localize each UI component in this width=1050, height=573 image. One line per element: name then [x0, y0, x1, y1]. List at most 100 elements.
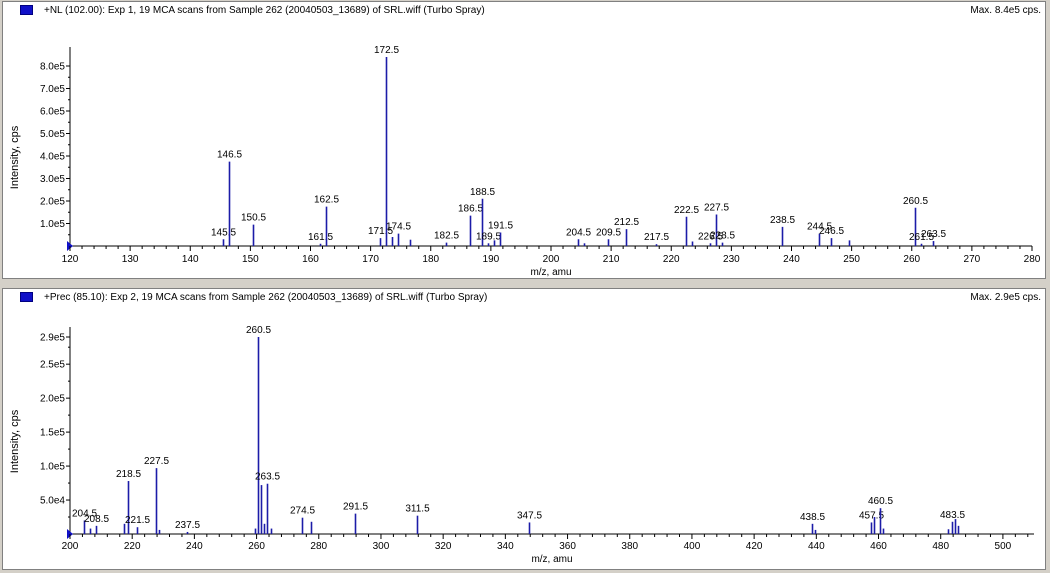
x-tick-label: 340: [497, 541, 514, 552]
x-tick-label: 240: [783, 254, 800, 265]
x-tick-label: 160: [302, 254, 319, 265]
peak-label: 218.5: [116, 469, 141, 480]
x-tick-label: 500: [995, 541, 1012, 552]
peak-label: 238.5: [770, 215, 795, 226]
x-tick-label: 130: [122, 254, 139, 265]
peak-label: 260.5: [903, 196, 928, 207]
mass-spectrum-chart[interactable]: 200 220 240 260 280 300 320 340 360 380 400 420 440 4…: [3, 289, 1045, 569]
x-tick-label: 400: [684, 541, 701, 552]
mass-spectrum-chart[interactable]: 120 130 140 150 160 170 180 190 200 210 220 230 240 2…: [3, 2, 1045, 278]
peak-label: 217.5: [644, 232, 669, 243]
x-tick-label: 220: [663, 254, 680, 265]
peak-label: 208.5: [84, 514, 109, 525]
y-tick-label: 8.0e5: [40, 62, 65, 73]
panel-title: +Prec (85.10): Exp 2, 19 MCA scans from …: [44, 292, 488, 303]
peak-label: 212.5: [614, 217, 639, 228]
x-tick-label: 260: [248, 541, 265, 552]
x-tick-label: 460: [870, 541, 887, 552]
x-tick-label: 150: [242, 254, 259, 265]
peak-label: 263.5: [255, 472, 280, 483]
peak-label: 171.5: [368, 226, 393, 237]
plot-marker-icon[interactable]: [20, 5, 33, 15]
x-tick-label: 230: [723, 254, 740, 265]
peak-label: 227.5: [704, 203, 729, 214]
peak-label: 221.5: [125, 515, 150, 526]
x-tick-label: 190: [483, 254, 500, 265]
peak-label: 209.5: [596, 227, 621, 238]
peak-label: 189.5: [476, 231, 501, 242]
x-tick-label: 240: [186, 541, 203, 552]
x-tick-label: 220: [124, 541, 141, 552]
x-tick-label: 280: [310, 541, 327, 552]
spectrum-panel-nl: +NL (102.00): Exp 1, 19 MCA scans from S…: [2, 1, 1046, 279]
plot-marker-icon[interactable]: [20, 292, 33, 302]
y-tick-label: 1.0e5: [40, 462, 65, 473]
panel-header: +Prec (85.10): Exp 2, 19 MCA scans from …: [3, 289, 1045, 307]
y-axis-title: Intensity, cps: [9, 125, 21, 189]
x-tick-label: 210: [603, 254, 620, 265]
y-tick-label: 4.0e5: [40, 152, 65, 163]
x-tick-label: 360: [559, 541, 576, 552]
y-axis-title: Intensity, cps: [9, 409, 21, 473]
peak-label: 438.5: [800, 512, 825, 523]
peak-label: 146.5: [217, 150, 242, 161]
y-tick-label: 5.0e4: [40, 496, 65, 507]
y-tick-label: 1.0e5: [40, 219, 65, 230]
max-intensity-label: Max. 2.9e5 cps.: [970, 292, 1041, 303]
x-tick-label: 380: [621, 541, 638, 552]
x-tick-label: 280: [1024, 254, 1041, 265]
peak-label: 186.5: [458, 204, 483, 215]
x-tick-label: 180: [422, 254, 439, 265]
y-tick-label: 2.9e5: [40, 333, 65, 344]
x-tick-label: 140: [182, 254, 199, 265]
peak-label: 222.5: [674, 205, 699, 216]
peak-label: 227.5: [144, 456, 169, 467]
peak-label: 161.5: [308, 232, 333, 243]
spectrum-panel-prec: +Prec (85.10): Exp 2, 19 MCA scans from …: [2, 288, 1046, 570]
x-tick-label: 170: [362, 254, 379, 265]
peak-label: 172.5: [374, 45, 399, 56]
x-tick-label: 200: [62, 541, 79, 552]
peak-label: 145.5: [211, 227, 236, 238]
peak-label: 174.5: [386, 222, 411, 233]
x-tick-label: 480: [932, 541, 949, 552]
x-tick-label: 440: [808, 541, 825, 552]
x-tick-label: 320: [435, 541, 452, 552]
peak-label: 483.5: [940, 510, 965, 521]
peak-label: 150.5: [241, 213, 266, 224]
peak-label: 191.5: [488, 221, 513, 232]
peak-label: 182.5: [434, 231, 459, 242]
peak-label: 228.5: [710, 231, 735, 242]
y-tick-label: 1.5e5: [40, 428, 65, 439]
peak-label: 261.5: [909, 232, 934, 243]
peak-label: 457.5: [859, 510, 884, 521]
y-tick-label: 3.0e5: [40, 174, 65, 185]
x-axis-title: m/z, amu: [530, 267, 571, 278]
x-axis-title: m/z, amu: [531, 554, 572, 565]
y-tick-label: 2.5e5: [40, 360, 65, 371]
peak-label: 188.5: [470, 187, 495, 198]
x-tick-label: 270: [964, 254, 981, 265]
x-tick-label: 420: [746, 541, 763, 552]
panel-title: +NL (102.00): Exp 1, 19 MCA scans from S…: [44, 5, 485, 16]
y-tick-label: 2.0e5: [40, 197, 65, 208]
peak-label: 237.5: [175, 520, 200, 531]
y-tick-label: 7.0e5: [40, 84, 65, 95]
peak-label: 260.5: [246, 325, 271, 336]
peak-label: 347.5: [517, 510, 542, 521]
x-tick-label: 120: [62, 254, 79, 265]
peak-label: 311.5: [405, 504, 430, 515]
y-tick-label: 5.0e5: [40, 129, 65, 140]
peak-label: 263.5: [921, 229, 946, 240]
peak-label: 162.5: [314, 195, 339, 206]
peak-label: 244.5: [807, 222, 832, 233]
peak-label: 274.5: [290, 506, 315, 517]
peak-label: 460.5: [868, 496, 893, 507]
y-tick-label: 2.0e5: [40, 394, 65, 405]
peak-label: 204.5: [566, 227, 591, 238]
x-tick-label: 300: [373, 541, 390, 552]
y-tick-label: 6.0e5: [40, 107, 65, 118]
x-tick-label: 250: [843, 254, 860, 265]
peak-label: 291.5: [343, 502, 368, 513]
peak-label: 204.5: [72, 508, 97, 519]
